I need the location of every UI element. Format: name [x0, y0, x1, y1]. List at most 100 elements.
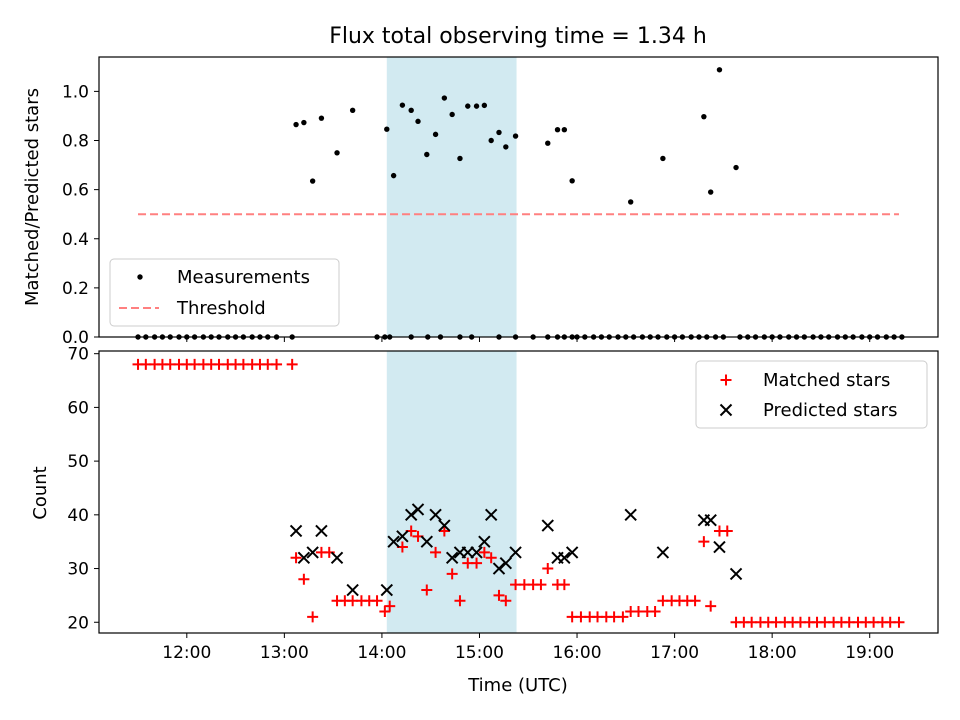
matched-stars-point	[493, 589, 505, 601]
matched-stars-point	[290, 552, 302, 564]
predicted-stars-point	[438, 519, 451, 532]
bottom-y-tick-label: 40	[67, 506, 89, 526]
top-y-tick-label: 0.4	[62, 230, 89, 250]
measurements-point	[293, 121, 299, 128]
measurements-point	[545, 140, 551, 146]
top-panel: Flux total observing time = 1.34 h 0.0 0.…	[22, 24, 939, 348]
bottom-y-tick-label: 60	[67, 398, 89, 418]
predicted-stars-point	[478, 535, 491, 548]
matched-stars-point	[705, 600, 717, 612]
measurements-point	[457, 155, 463, 162]
top-y-tick-label: 1.0	[62, 82, 89, 102]
matched-stars-point	[438, 525, 450, 537]
measurements-point	[561, 127, 568, 133]
matched-stars-point	[500, 595, 512, 607]
measurements-point	[449, 111, 455, 118]
matched-stars-point	[721, 525, 733, 537]
predicted-stars-point	[289, 524, 303, 538]
measurements-point	[408, 107, 414, 113]
x-axis-label: Time (UTC)	[467, 675, 568, 696]
x-tick-label: 17:00	[650, 643, 699, 663]
matched-stars-point	[371, 595, 383, 607]
predicted-stars-point	[396, 530, 409, 543]
x-tick-label: 12:00	[162, 643, 211, 663]
predicted-stars-point	[484, 508, 498, 522]
top-y-tick-label: 0.6	[62, 181, 89, 201]
measurements-point	[701, 113, 707, 120]
matched-stars-point	[649, 606, 661, 618]
predicted-stars-point	[509, 546, 522, 559]
matched-stars-point	[446, 568, 458, 580]
bottom-highlight-span	[386, 351, 517, 633]
matched-stars-point	[617, 611, 629, 623]
matched-stars-point	[558, 579, 570, 591]
measurements-point	[707, 189, 714, 195]
measurements-point	[318, 115, 325, 121]
top-legend: Measurements Threshold	[109, 258, 340, 327]
matched-stars-point	[542, 563, 554, 575]
predicted-stars-point	[541, 519, 554, 532]
measurements-point	[334, 150, 340, 156]
x-tick-label: 13:00	[260, 643, 309, 663]
bottom-legend-box	[695, 360, 928, 429]
measurements-point	[660, 155, 666, 162]
top-highlight-span	[386, 57, 517, 337]
legend-label-matched: Matched stars	[763, 370, 890, 391]
top-y-tick-label: 0.0	[62, 328, 89, 348]
legend-label-measurements: Measurements	[177, 267, 310, 288]
bottom-y-tick-label: 20	[67, 613, 89, 633]
measurements-point	[432, 131, 439, 138]
predicted-stars-point	[470, 546, 483, 559]
measurements-point	[488, 137, 494, 144]
predicted-stars-point	[315, 524, 328, 538]
legend-predicted-marker	[719, 403, 733, 417]
measurements-point	[349, 107, 356, 113]
predicted-stars-point	[346, 583, 359, 597]
top-y-axis-label: Matched/Predicted stars	[22, 88, 43, 306]
measurements-point	[399, 102, 406, 108]
top-legend-box	[109, 258, 340, 327]
matched-stars-point	[478, 546, 490, 558]
legend-matched-marker	[720, 374, 732, 386]
predicted-stars-point	[565, 546, 579, 559]
measurements-point	[415, 118, 421, 125]
measurements-point	[503, 144, 509, 150]
measurements-point	[473, 103, 480, 109]
predicted-stars-point	[411, 503, 425, 516]
matched-stars-point	[430, 546, 442, 558]
predicted-stars-point	[729, 567, 743, 581]
predicted-stars-point	[656, 546, 670, 559]
legend-measurements-marker	[137, 274, 143, 280]
x-tick-label: 15:00	[455, 643, 504, 663]
measurements-point	[733, 164, 739, 171]
predicted-stars-point	[704, 513, 717, 527]
measurements-point	[384, 126, 390, 132]
matched-stars-point	[698, 536, 710, 548]
predicted-stars-point	[492, 562, 506, 575]
predicted-stars-point	[461, 546, 474, 559]
predicted-stars-point	[624, 508, 637, 522]
predicted-stars-point	[297, 551, 311, 565]
predicted-stars-point	[499, 556, 513, 570]
measurements-point	[441, 95, 448, 101]
bottom-panel: 20 30 40 50 60 70 12:00 13:00 14:00 15:00 16:00 17:…	[30, 345, 939, 696]
matched-stars-point	[454, 595, 466, 607]
top-y-tick-label: 0.8	[62, 132, 89, 152]
matched-stars-point	[298, 573, 310, 585]
legend-label-threshold: Threshold	[176, 298, 266, 319]
chart-title: Flux total observing time = 1.34 h	[329, 24, 707, 49]
legend-label-predicted: Predicted stars	[763, 400, 897, 421]
measurements-point	[716, 67, 723, 73]
matched-stars-point	[421, 584, 433, 596]
matched-stars-point	[307, 611, 319, 623]
bottom-y-axis-label: Count	[30, 466, 51, 519]
matched-stars-point	[379, 606, 391, 618]
x-tick-label: 14:00	[357, 643, 406, 663]
matched-stars-point	[384, 600, 396, 612]
measurements-point	[301, 119, 307, 126]
predicted-stars-point	[420, 535, 434, 548]
top-axes-frame	[98, 56, 939, 338]
measurements-point	[465, 103, 471, 109]
predicted-stars-point	[380, 583, 394, 597]
matched-stars-point	[286, 358, 298, 370]
